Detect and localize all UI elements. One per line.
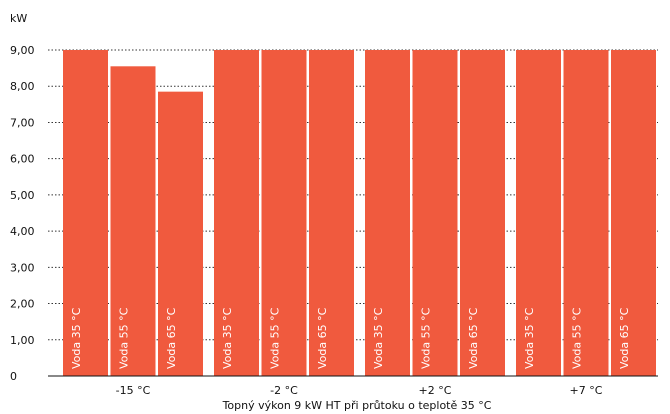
y-tick-labels: 0 1,00 2,00 3,00 4,00 5,00 6,00 7,00 8,00 9,00 [10,44,35,383]
y-tick-label: 6,00 [10,153,35,166]
bar [611,50,656,376]
x-category-label: +2 °C [419,384,452,397]
bar-series-label: Voda 55 °C [118,307,131,369]
bar [63,50,108,376]
bar-series-label: Voda 55 °C [269,307,282,369]
x-category-label: +7 °C [570,384,603,397]
bar [110,66,156,377]
y-unit-label: kW [10,12,27,25]
bar [309,50,354,376]
bar-series-label: Voda 65 °C [467,307,480,369]
chart-caption: Topný výkon 9 kW HT při průtoku o teplot… [222,399,492,412]
bar [158,91,203,377]
bar-series-label: Voda 35 °C [221,307,234,369]
bar [516,50,561,376]
x-category-labels: -15 °C -2 °C +2 °C +7 °C [116,384,603,397]
bar-series-label: Voda 65 °C [618,307,631,369]
y-tick-label: 0 [10,370,17,383]
y-tick-label: 2,00 [10,298,35,311]
bar-series-label: Voda 35 °C [70,307,83,369]
bar-series-label: Voda 55 °C [571,307,584,369]
bar [261,50,307,376]
y-tick-label: 1,00 [10,334,35,347]
y-tick-label: 5,00 [10,189,35,202]
y-tick-label: 4,00 [10,225,35,238]
bar-series-label: Voda 65 °C [316,307,329,369]
y-tick-label: 8,00 [10,80,35,93]
bar [563,50,609,376]
x-category-label: -2 °C [270,384,298,397]
bar [214,50,259,376]
y-tick-label: 3,00 [10,261,35,274]
y-tick-label: 9,00 [10,44,35,57]
bar-series-label: Voda 35 °C [372,307,385,369]
bar [365,50,410,376]
x-category-label: -15 °C [116,384,151,397]
y-tick-label: 7,00 [10,116,35,129]
bar-series-label: Voda 55 °C [420,307,433,369]
bar-series-label: Voda 35 °C [523,307,536,369]
bar-series-label: Voda 65 °C [165,307,178,369]
bar [412,50,458,376]
bar [460,50,505,376]
bars: Voda 35 °C Voda 55 °C Voda 65 °C Voda 35 °C… [63,50,656,377]
